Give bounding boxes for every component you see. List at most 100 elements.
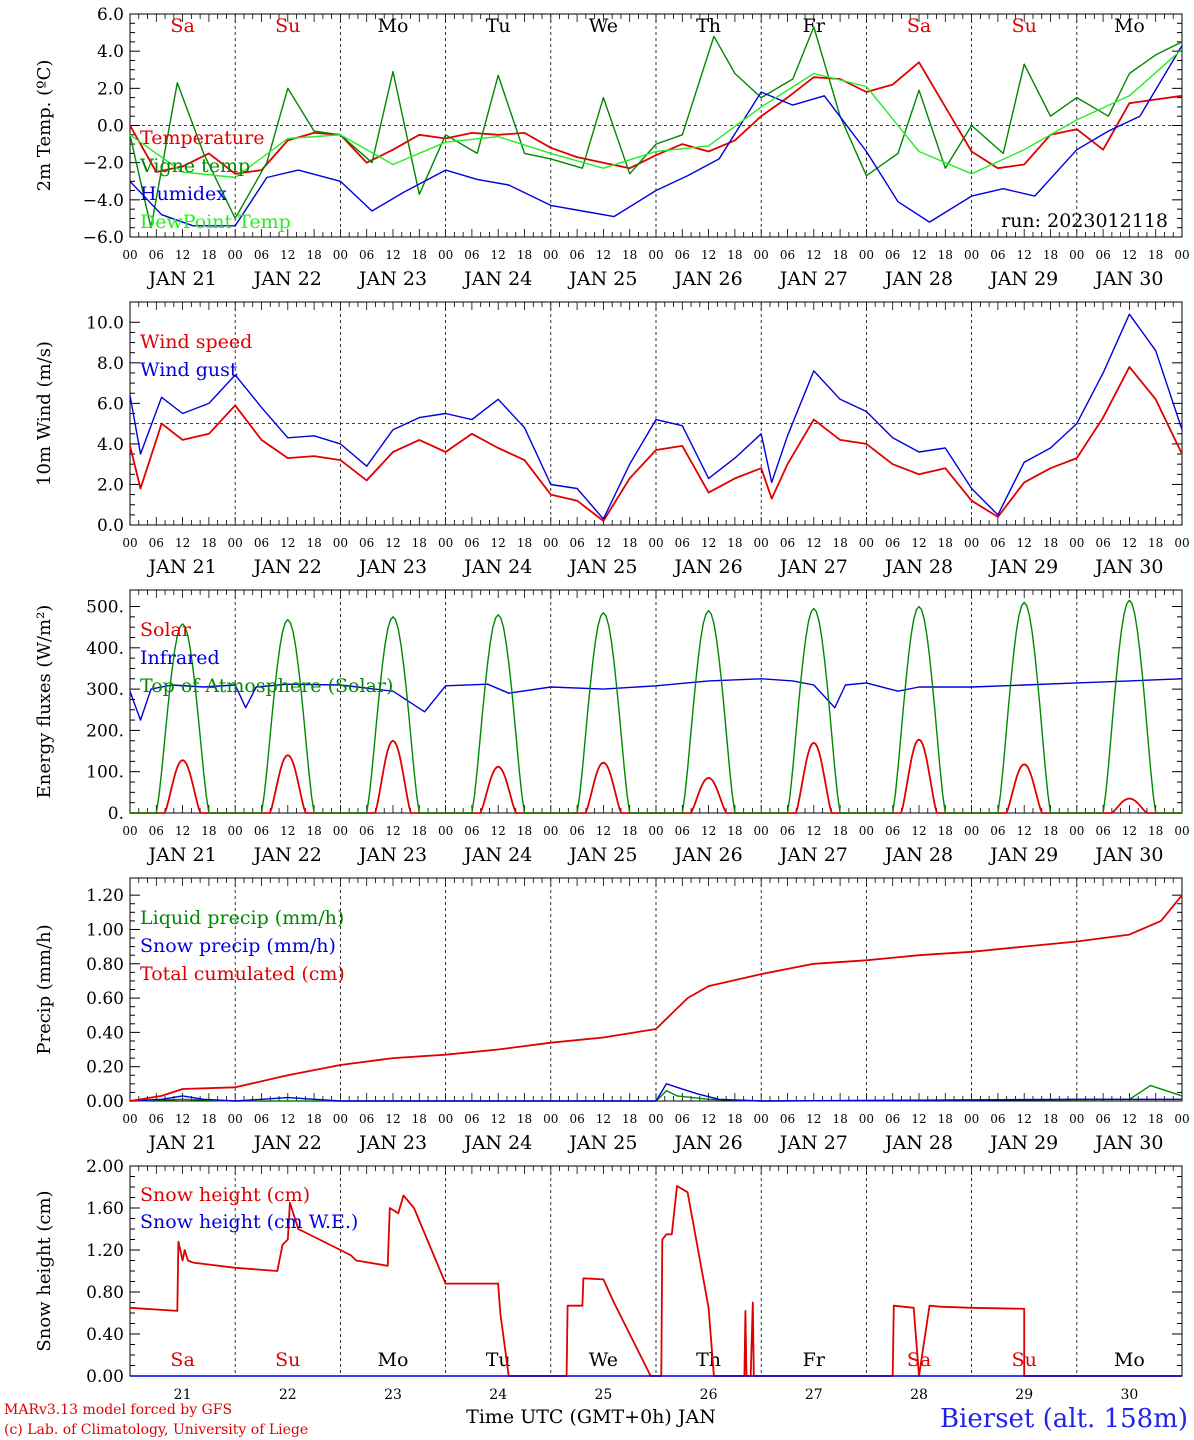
hour-label: 18	[727, 824, 742, 838]
day-label: JAN 30	[1093, 844, 1163, 866]
hour-label: 06	[990, 536, 1005, 550]
hour-label: 00	[1174, 824, 1189, 838]
hour-label: 00	[228, 536, 243, 550]
hour-label: 00	[122, 536, 137, 550]
day-label: JAN 22	[252, 268, 322, 290]
weekday-label: Tu	[486, 1349, 511, 1371]
legend-entry: Humidex	[140, 183, 227, 205]
hour-label: 12	[596, 1112, 611, 1126]
weekday-label: Sa	[907, 15, 931, 37]
day-label: JAN 27	[778, 268, 848, 290]
hour-label: 00	[228, 1112, 243, 1126]
hour-label: 18	[832, 536, 847, 550]
legend-entry: Liquid precip (mm/h)	[140, 907, 344, 929]
hour-label: 00	[1069, 824, 1084, 838]
series-line	[129, 45, 1183, 227]
day-label: JAN 22	[252, 844, 322, 866]
hour-label: 18	[1043, 1112, 1058, 1126]
hour-label: 00	[648, 1112, 663, 1126]
hour-label: 18	[412, 248, 427, 262]
hour-label: 12	[701, 1112, 716, 1126]
hour-label: 18	[412, 536, 427, 550]
hour-label: 18	[201, 824, 216, 838]
series-line	[129, 894, 1183, 1102]
y-tick-label: 1.20	[86, 886, 124, 906]
hour-label: 18	[306, 824, 321, 838]
hour-label: 06	[464, 536, 479, 550]
day-label: JAN 22	[252, 556, 322, 578]
hour-label: 18	[727, 536, 742, 550]
day-label: JAN 23	[357, 556, 427, 578]
series-line	[129, 313, 1183, 520]
day-label: JAN 29	[988, 556, 1058, 578]
hour-label: 12	[385, 248, 400, 262]
hour-label: 12	[491, 248, 506, 262]
day-label: JAN 29	[988, 1132, 1058, 1154]
y-axis-label: Snow height (cm)	[34, 1190, 55, 1351]
legend-entry: Snow precip (mm/h)	[140, 935, 336, 957]
hour-label: 06	[149, 248, 164, 262]
hour-label: 00	[333, 248, 348, 262]
hour-label: 00	[1174, 248, 1189, 262]
hour-label: 00	[122, 1112, 137, 1126]
hour-label: 06	[1095, 824, 1110, 838]
y-tick-label: 4.0	[97, 42, 124, 62]
hour-label: 00	[543, 536, 558, 550]
hour-label: 00	[859, 1112, 874, 1126]
hour-label: 06	[149, 536, 164, 550]
hour-label: 06	[149, 1112, 164, 1126]
day-label: JAN 26	[673, 1132, 743, 1154]
hour-label: 06	[359, 536, 374, 550]
hour-label: 18	[306, 248, 321, 262]
hour-label: 00	[648, 248, 663, 262]
panel-3: 0. 100. 200. 300. 400. 500. Energy fluxes (W/m…	[34, 589, 1190, 866]
hour-label: 12	[701, 536, 716, 550]
y-tick-label: 0.40	[86, 1325, 124, 1345]
y-tick-label: 0.20	[86, 1058, 124, 1078]
hour-label: 06	[780, 824, 795, 838]
hour-label: 06	[675, 1112, 690, 1126]
y-tick-label: 0.0	[97, 117, 124, 137]
footer-model: MARv3.13 model forced by GFS	[4, 1402, 232, 1418]
hour-label: 12	[1122, 824, 1137, 838]
y-tick-label: 300.	[86, 680, 124, 700]
day-label: JAN 30	[1093, 268, 1163, 290]
day-number: 22	[279, 1387, 297, 1403]
plot-frame	[129, 589, 1183, 814]
weekday-label: Mo	[1114, 15, 1145, 37]
hour-label: 12	[806, 1112, 821, 1126]
day-label: JAN 30	[1093, 1132, 1163, 1154]
hour-label: 18	[412, 1112, 427, 1126]
hour-label: 06	[1095, 248, 1110, 262]
hour-label: 00	[543, 248, 558, 262]
hour-label: 06	[990, 824, 1005, 838]
y-tick-label: 0.00	[86, 1092, 124, 1112]
hour-label: 12	[701, 248, 716, 262]
hour-label: 12	[806, 824, 821, 838]
hour-label: 12	[385, 824, 400, 838]
hour-label: 06	[254, 824, 269, 838]
series-line	[129, 678, 1183, 721]
hour-label: 06	[780, 248, 795, 262]
hour-label: 18	[1148, 824, 1163, 838]
day-label: JAN 27	[778, 1132, 848, 1154]
hour-label: 06	[254, 248, 269, 262]
y-tick-label: −2.0	[83, 154, 124, 174]
hour-label: 18	[938, 1112, 953, 1126]
hour-label: 00	[333, 536, 348, 550]
y-tick-label: 400.	[86, 639, 124, 659]
legend-entry: Snow height (cm)	[140, 1184, 310, 1206]
hour-label: 12	[385, 536, 400, 550]
series-line	[129, 61, 1183, 175]
weekday-label: Su	[275, 15, 300, 37]
hour-label: 06	[675, 824, 690, 838]
legend-entry: DewPoint Temp	[140, 211, 291, 233]
site-label: Bierset (alt. 158m)	[940, 1404, 1188, 1434]
hour-label: 12	[385, 1112, 400, 1126]
hour-label: 18	[412, 824, 427, 838]
day-number: 24	[489, 1387, 507, 1403]
hour-label: 12	[806, 248, 821, 262]
hour-label: 18	[517, 248, 532, 262]
y-tick-label: 2.0	[97, 475, 124, 495]
